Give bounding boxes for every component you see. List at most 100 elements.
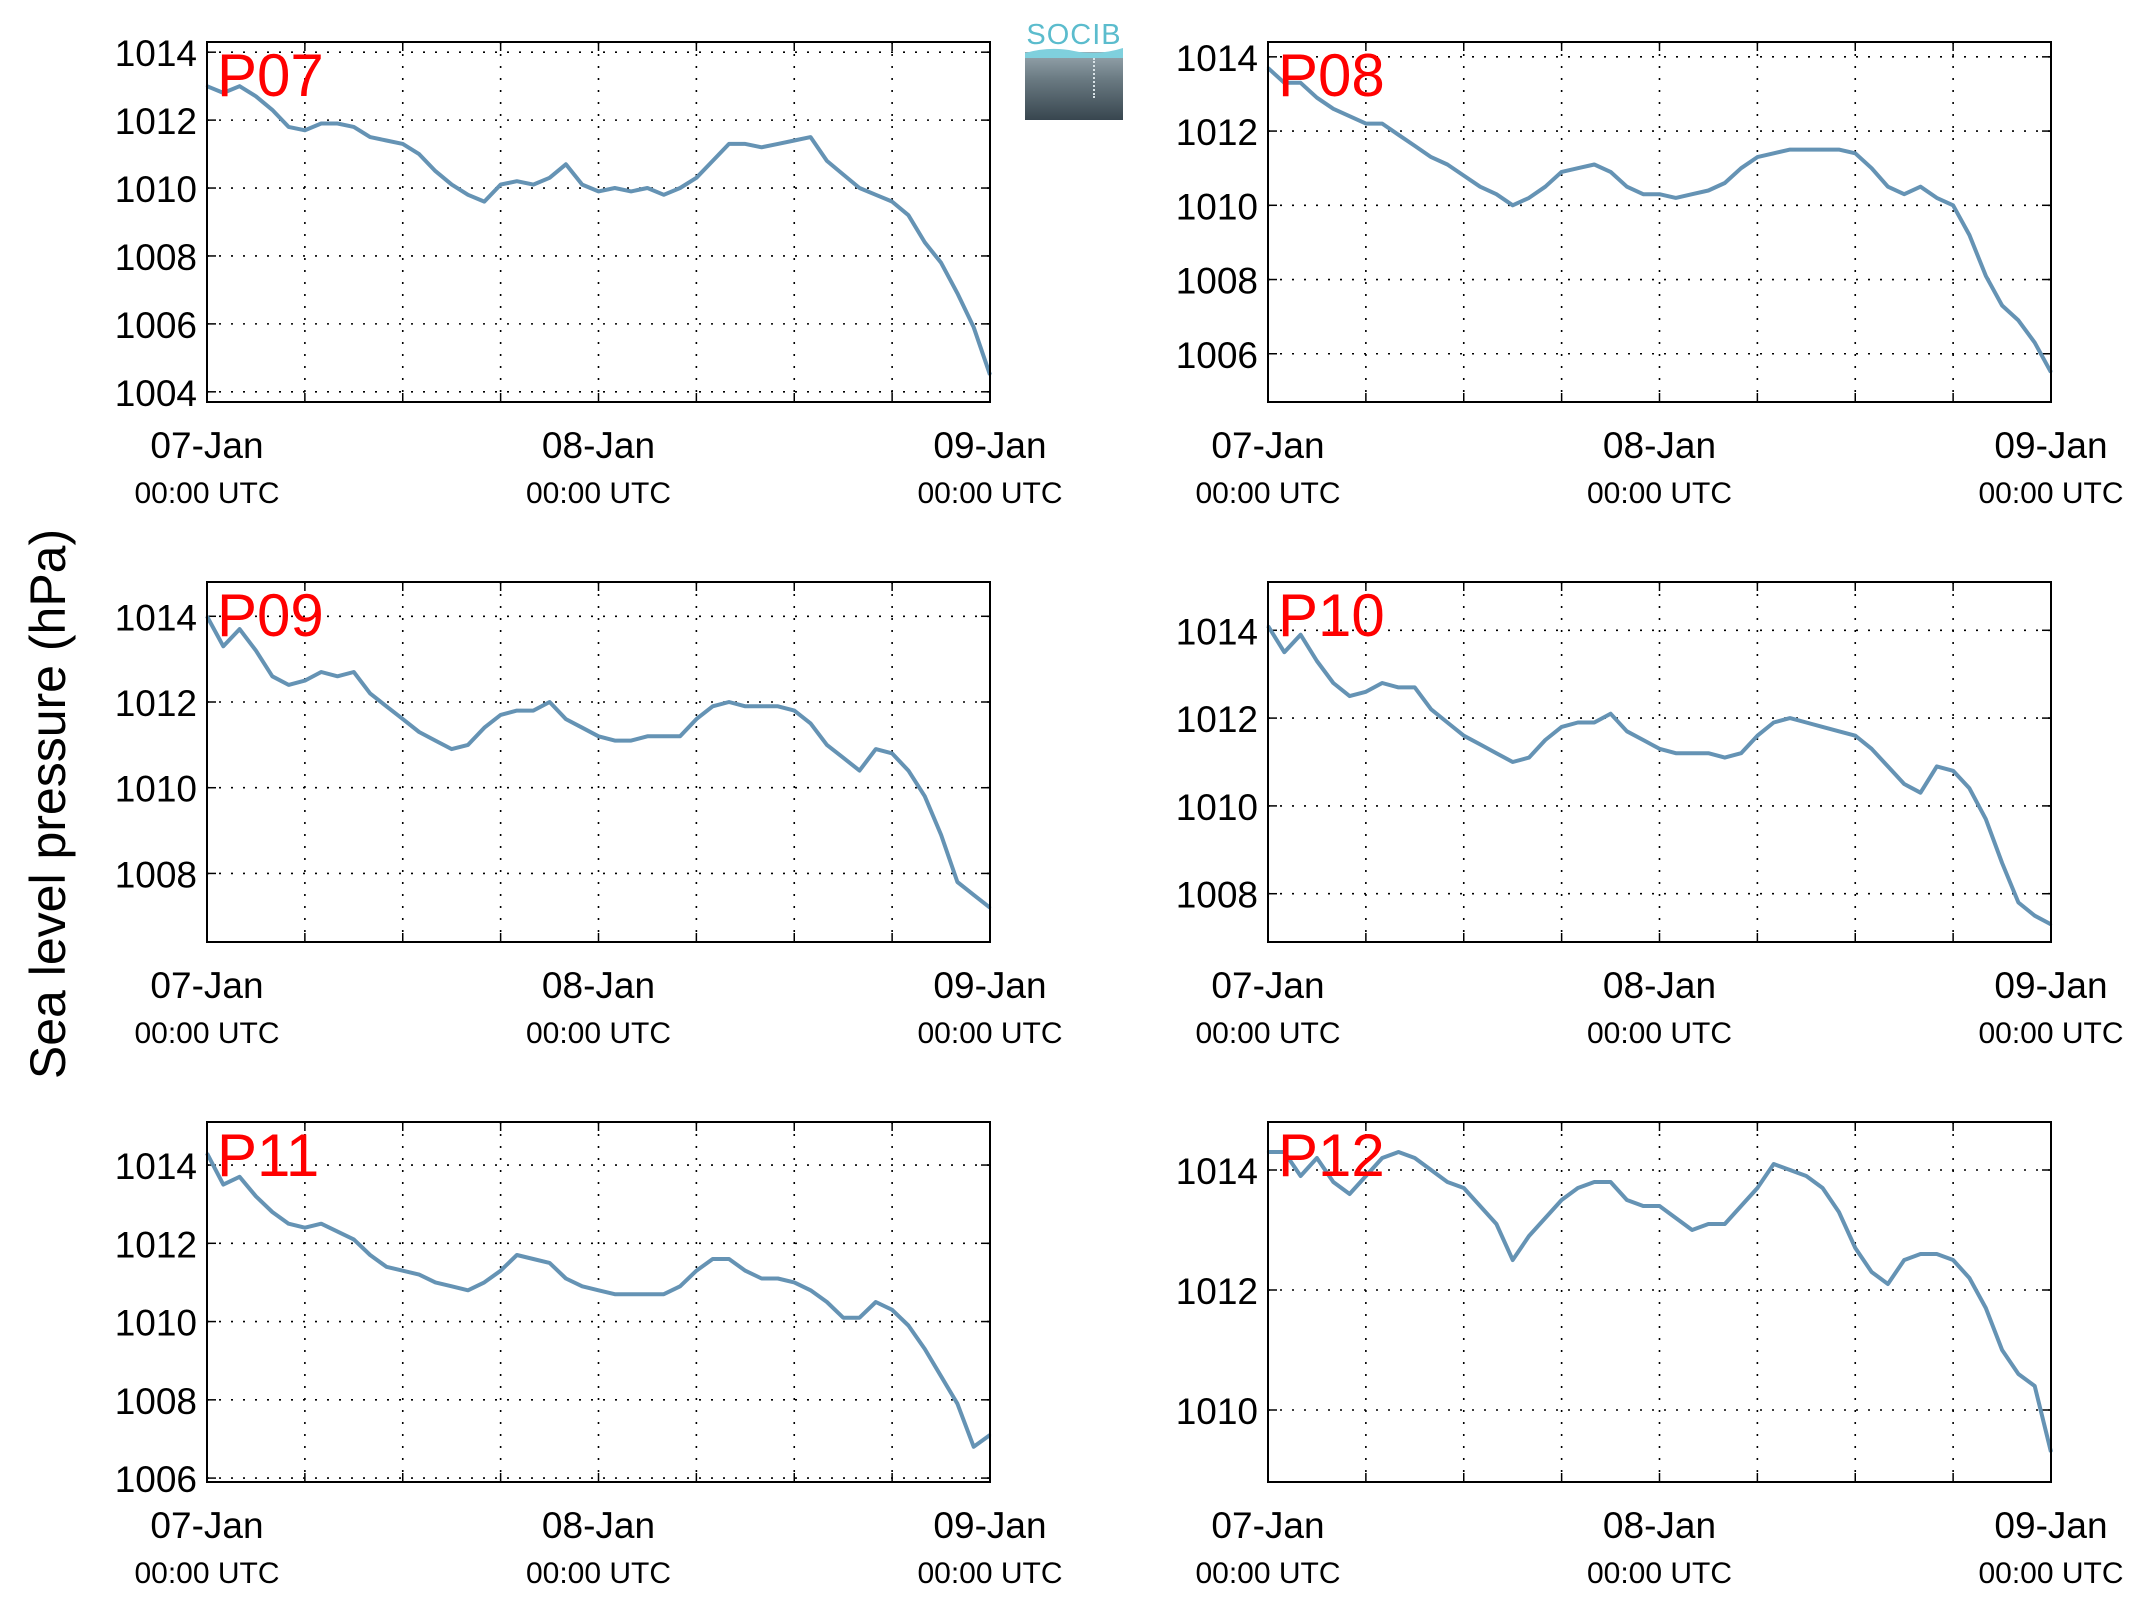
- data-point: [613, 186, 617, 190]
- data-point: [1544, 185, 1547, 188]
- data-point: [1576, 721, 1580, 724]
- y-tick-label: 1014: [1176, 38, 1258, 79]
- data-point: [825, 159, 829, 163]
- data-point: [352, 1238, 356, 1241]
- data-point: [890, 1308, 894, 1312]
- data-point: [1886, 765, 1890, 768]
- data-point: [564, 717, 568, 721]
- data-point: [809, 1289, 812, 1292]
- x-tick-date-label: 07-Jan: [1211, 965, 1324, 1006]
- y-tick-label: 1014: [115, 33, 197, 74]
- series-line-p11: [205, 1152, 992, 1449]
- data-point: [1723, 1222, 1726, 1226]
- panel-label: P09: [217, 582, 324, 649]
- data-point: [2000, 304, 2004, 307]
- data-point: [1527, 1234, 1531, 1238]
- data-point: [548, 700, 551, 704]
- data-point: [1870, 747, 1873, 751]
- data-point: [1576, 1186, 1580, 1190]
- data-point: [1707, 752, 1710, 755]
- x-tick-date-label: 07-Jan: [150, 965, 263, 1006]
- data-point: [809, 135, 812, 139]
- x-tick-time-label: 00:00 UTC: [1978, 477, 2123, 510]
- data-point: [466, 743, 470, 747]
- data-point: [1837, 148, 1841, 151]
- data-point: [434, 169, 437, 173]
- data-point: [858, 769, 861, 772]
- data-point: [1739, 752, 1743, 755]
- data-point: [629, 739, 633, 742]
- data-point: [1397, 133, 1400, 136]
- data-point: [1870, 1270, 1873, 1274]
- data-point: [1462, 174, 1465, 177]
- data-point: [1348, 1192, 1351, 1196]
- data-point: [515, 1253, 519, 1257]
- data-point: [1544, 1216, 1547, 1220]
- plot-frame: [1267, 581, 2052, 943]
- data-point: [923, 795, 926, 798]
- data-point: [352, 125, 356, 129]
- data-point: [760, 705, 763, 708]
- data-point: [1511, 204, 1514, 207]
- data-point: [1756, 155, 1759, 159]
- data-point: [1739, 166, 1743, 170]
- panel-label: P07: [217, 42, 324, 109]
- data-point: [1919, 185, 1922, 188]
- data-point: [2000, 1348, 2004, 1352]
- y-tick-label: 1008: [1176, 261, 1258, 302]
- data-point: [1902, 782, 1906, 786]
- data-point: [1593, 1180, 1596, 1184]
- data-point: [776, 142, 780, 146]
- data-point: [858, 1316, 861, 1319]
- data-point: [1935, 196, 1939, 200]
- data-point: [760, 146, 763, 149]
- chart-panel-p12: 1010 1012 1014 P12 07-Jan 00:00 UTC 08-Jan 00:0…: [1176, 1121, 2124, 1590]
- data-point: [793, 1281, 796, 1284]
- x-tick-date-label: 07-Jan: [150, 1505, 263, 1546]
- data-point: [368, 135, 372, 139]
- data-point: [1478, 743, 1482, 746]
- data-point: [907, 769, 910, 772]
- data-point: [385, 1265, 388, 1268]
- data-point: [1315, 1156, 1319, 1160]
- data-point: [1854, 152, 1857, 155]
- data-point: [646, 735, 649, 738]
- data-point: [1609, 170, 1612, 174]
- data-point: [1854, 1246, 1857, 1250]
- data-point: [499, 713, 502, 717]
- data-point: [2033, 341, 2036, 344]
- data-point: [303, 129, 307, 132]
- data-point: [1299, 1174, 1302, 1178]
- y-tick-label: 1008: [115, 237, 197, 278]
- y-tick-label: 1012: [115, 101, 197, 142]
- data-point: [629, 1292, 633, 1296]
- x-tick-date-label: 07-Jan: [150, 425, 263, 466]
- data-point: [466, 1289, 470, 1292]
- data-point: [287, 1222, 290, 1225]
- data-point: [2000, 861, 2004, 865]
- data-point: [417, 152, 421, 156]
- data-point: [1609, 1180, 1612, 1184]
- data-point: [744, 705, 747, 708]
- data-point: [1968, 1276, 1971, 1280]
- data-point: [1805, 148, 1808, 151]
- data-point: [1413, 144, 1417, 148]
- data-point: [254, 649, 258, 652]
- data-point: [238, 1175, 241, 1178]
- data-point: [1380, 681, 1384, 685]
- y-tick-label: 1014: [115, 597, 197, 638]
- data-point: [1984, 1306, 1987, 1310]
- data-point: [1772, 152, 1775, 155]
- data-point: [1641, 738, 1645, 742]
- data-point: [548, 1261, 551, 1265]
- panel-label: P08: [1278, 42, 1385, 109]
- data-point: [1364, 690, 1368, 693]
- data-point: [336, 675, 339, 678]
- x-tick-time-label: 00:00 UTC: [1587, 1557, 1732, 1590]
- data-point: [1332, 681, 1335, 685]
- data-point: [352, 670, 356, 674]
- x-tick-date-label: 09-Jan: [1994, 965, 2107, 1006]
- data-point: [629, 190, 633, 193]
- x-tick-time-label: 00:00 UTC: [1978, 1557, 2123, 1590]
